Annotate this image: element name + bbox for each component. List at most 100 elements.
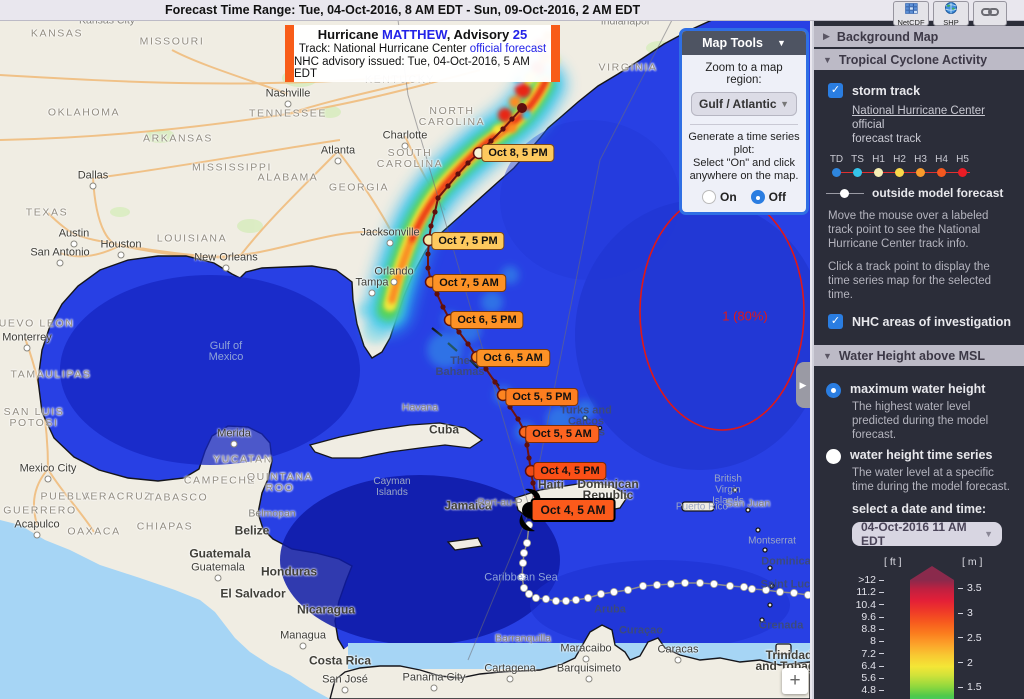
sidebar-collapse-handle[interactable]: ▶ xyxy=(796,362,810,408)
city-dot-icon xyxy=(56,259,64,267)
city-dot-icon xyxy=(341,686,349,694)
share-link-button[interactable] xyxy=(973,1,1007,26)
city-dot-icon xyxy=(674,656,682,664)
intensity-dot-icon xyxy=(958,167,967,177)
tropical-cyclone-section-header[interactable]: ▼ Tropical Cyclone Activity xyxy=(814,49,1024,70)
checkbox-checked-icon: ✓ xyxy=(828,314,843,329)
track-point-chip[interactable]: Oct 6, 5 PM xyxy=(450,311,524,329)
date-select-label: select a date and time: xyxy=(852,502,987,516)
city-dot-icon xyxy=(70,240,78,248)
city-dot-icon xyxy=(44,475,52,483)
advisory-accent-right xyxy=(551,25,560,82)
time-series-on-radio[interactable]: On xyxy=(702,190,737,204)
region-select[interactable]: Gulf / Atlantic ▼ xyxy=(691,92,797,116)
city-dot-icon xyxy=(401,142,409,150)
chevron-down-icon: ▼ xyxy=(776,38,786,48)
background-map-section-header[interactable]: ▶ Background Map xyxy=(814,26,1024,47)
advisory-header: Hurricane MATTHEW, Advisory 25 Track: Na… xyxy=(285,25,560,82)
meters-unit-header: [ m ] xyxy=(962,556,983,568)
intensity-dot-icon xyxy=(832,167,841,177)
city-dot-icon xyxy=(390,278,398,286)
map-tools-header[interactable]: Map Tools ▼ xyxy=(682,31,806,55)
nhc-link[interactable]: National Hurricane Center xyxy=(852,105,985,117)
storm-name: MATTHEW xyxy=(382,27,447,42)
outside-model-legend: outside model forecast xyxy=(826,186,1016,200)
water-height-timeseries-radio[interactable]: water height time series xyxy=(826,448,1016,464)
max-water-height-radio[interactable]: maximum water height xyxy=(826,382,1016,398)
pacific-water xyxy=(0,520,330,699)
city-dot-icon xyxy=(117,251,125,259)
chevron-down-icon: ▼ xyxy=(780,99,789,109)
region-select-value: Gulf / Atlantic xyxy=(699,97,777,111)
city-dot-icon xyxy=(506,675,514,683)
zoom-in-button[interactable]: + xyxy=(782,668,808,694)
intensity-dot-icon xyxy=(937,167,946,177)
intensity-dot-icon xyxy=(895,167,904,177)
water-height-section-body: maximum water height The highest water l… xyxy=(814,366,1024,699)
zoom-region-label: Zoom to a map region: xyxy=(705,62,783,86)
map-tools-title: Map Tools xyxy=(702,36,763,50)
city-dot-icon xyxy=(299,642,307,650)
track-point-chip[interactable]: Oct 5, 5 AM xyxy=(525,425,599,443)
radio-off-icon xyxy=(826,449,841,464)
city-dot-icon xyxy=(368,289,376,297)
city-dot-icon xyxy=(214,574,222,582)
city-dot-icon xyxy=(386,239,394,247)
water-height-timeseries-description: The water level at a specific time durin… xyxy=(852,467,1010,493)
shapefile-download-button[interactable]: SHP xyxy=(933,1,969,26)
forecast-time-bar: Forecast Time Range: Tue, 04-Oct-2016, 8… xyxy=(0,0,1024,21)
track-point-chip[interactable]: Oct 4, 5 PM xyxy=(533,462,607,480)
radio-off-icon xyxy=(702,190,716,204)
city-dot-icon xyxy=(230,440,238,448)
map-tools-panel: Map Tools ▼ Zoom to a map region: Gulf /… xyxy=(679,28,809,215)
track-point-chip[interactable]: Oct 4, 5 AM xyxy=(530,498,616,522)
storm-track-checkbox[interactable]: ✓ storm track xyxy=(828,83,1016,98)
link-icon xyxy=(981,5,999,23)
advisory-track-line: Track: National Hurricane Center officia… xyxy=(298,43,547,55)
track-point-chip[interactable]: Oct 8, 5 PM xyxy=(481,144,555,162)
colorbar xyxy=(910,580,954,699)
advisory-accent-left xyxy=(285,25,294,82)
basemap-roads xyxy=(0,49,481,533)
track-point-chip[interactable]: Oct 7, 5 AM xyxy=(432,274,506,292)
tropical-cyclone-section-body: ✓ storm track National Hurricane Center … xyxy=(814,70,1024,343)
city-dot-icon xyxy=(23,344,31,352)
intensity-dot-icon xyxy=(874,167,883,177)
outside-model-marker-icon xyxy=(826,188,864,198)
city-dot-icon xyxy=(33,531,41,539)
map-canvas[interactable]: KANSAS Kansas City MISSOURI Indianapol OKLAH… xyxy=(0,20,810,699)
city-dot-icon xyxy=(585,675,593,683)
track-point-chip[interactable]: Oct 5, 5 PM xyxy=(505,388,579,406)
city-dot-icon xyxy=(89,182,97,190)
forecast-time-range: Forecast Time Range: Tue, 04-Oct-2016, 8… xyxy=(165,0,640,20)
time-series-instructions: Generate a time series plot: Select "On"… xyxy=(688,131,800,182)
checkbox-checked-icon: ✓ xyxy=(828,83,843,98)
feet-unit-header: [ ft ] xyxy=(884,556,902,568)
track-point-chip[interactable]: Oct 6, 5 AM xyxy=(476,349,550,367)
city-dot-icon xyxy=(222,264,230,272)
date-time-select[interactable]: 04-Oct-2016 11 AM EDT ▼ xyxy=(852,520,1002,548)
chevron-down-icon: ▼ xyxy=(823,54,832,65)
netcdf-grid-icon xyxy=(904,1,918,19)
hover-instructions: Move the mouse over a labeled track poin… xyxy=(828,210,989,250)
forecast-time-label: Forecast Time Range: xyxy=(165,3,296,17)
south-america-land xyxy=(329,624,810,699)
intensity-dot-icon xyxy=(853,167,862,177)
chevron-down-icon: ▼ xyxy=(823,350,832,361)
surge-heatmap xyxy=(362,58,569,336)
coastline xyxy=(37,20,713,650)
divider xyxy=(690,124,798,125)
water-height-color-scale: [ ft ] [ m ] Mean Sea Level >1211.210.49… xyxy=(826,556,1016,699)
netcdf-download-button[interactable]: NetCDF xyxy=(893,1,929,26)
date-time-value: 04-Oct-2016 11 AM EDT xyxy=(861,520,967,548)
water-height-section-header[interactable]: ▼ Water Height above MSL xyxy=(814,345,1024,366)
ocean-depth-shading xyxy=(60,120,810,650)
time-series-off-radio[interactable]: Off xyxy=(750,190,786,204)
track-point-chip[interactable]: Oct 7, 5 PM xyxy=(431,232,505,250)
intensity-dot-icon xyxy=(916,167,925,177)
nhc-areas-checkbox[interactable]: ✓ NHC areas of investigation xyxy=(828,314,1016,329)
advisory-title: Hurricane MATTHEW, Advisory 25 xyxy=(317,27,528,42)
official-forecast-link[interactable]: official forecast xyxy=(469,43,547,55)
city-dot-icon xyxy=(430,684,438,692)
chevron-right-icon: ▶ xyxy=(823,31,830,41)
